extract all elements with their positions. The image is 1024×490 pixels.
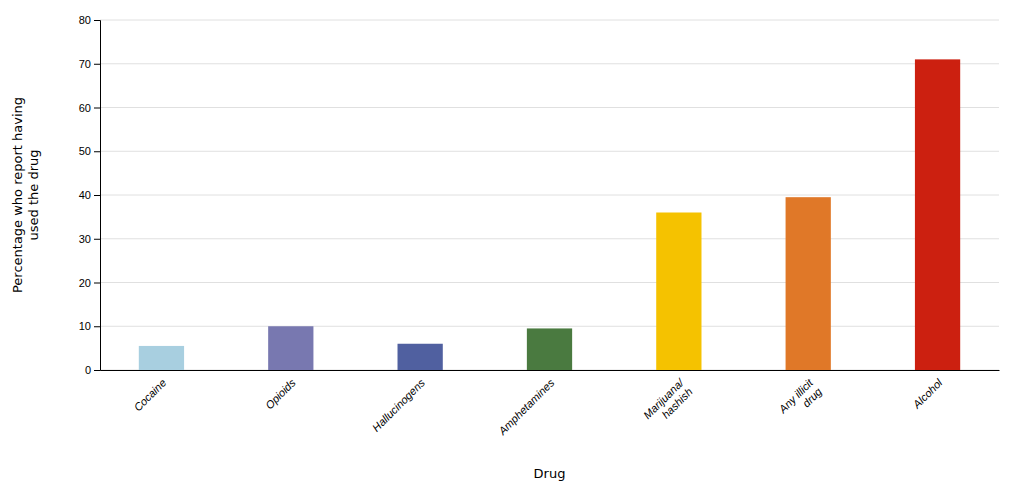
x-tick: Alcohol: [910, 376, 945, 411]
y-tick-mark: [94, 64, 100, 65]
x-tick-label-line: Opioids: [263, 376, 298, 411]
y-tick-mark: [94, 195, 100, 196]
grid-line: [100, 107, 999, 108]
bar: [656, 213, 701, 371]
y-axis-title-line: used the drug: [26, 150, 41, 241]
y-tick-mark: [94, 370, 100, 371]
x-tick-label-line: Cocaine: [131, 376, 168, 413]
x-axis-title: Drug: [534, 466, 566, 481]
plot-area: 0 10 20 30 40 50 60 70 80 Cocaine Opioids Hallucino…: [10, 14, 1000, 481]
y-tick-mark: [94, 283, 100, 284]
y-tick-label: 60: [79, 102, 91, 114]
x-tick-label-line: Hallucinogens: [370, 376, 428, 434]
x-tick-label-line: drug: [800, 385, 825, 410]
y-tick-label: 50: [79, 145, 91, 157]
x-tick-label: Opioids: [263, 376, 298, 411]
y-tick-label: 30: [79, 233, 91, 245]
y-tick: 70: [79, 58, 100, 70]
bar: [527, 328, 572, 370]
y-tick-mark: [94, 151, 100, 152]
y-axis: 0 10 20 30 40 50 60 70 80: [79, 14, 101, 376]
y-tick-mark: [94, 239, 100, 240]
grid-line: [100, 282, 999, 283]
y-tick-label: 40: [79, 189, 91, 201]
y-axis-title: Percentage who report havingused the dru…: [10, 97, 41, 293]
grid-line: [100, 238, 999, 239]
bar: [398, 344, 443, 370]
bar: [915, 59, 960, 370]
y-tick: 20: [79, 277, 100, 289]
chart-container: 0 10 20 30 40 50 60 70 80 Cocaine Opioids Hallucino…: [0, 0, 1024, 490]
y-tick: 10: [79, 320, 100, 332]
y-tick-mark: [94, 108, 100, 109]
y-tick-mark: [94, 326, 100, 327]
bar: [268, 326, 313, 370]
x-tick: Any illicitdrug: [776, 376, 825, 425]
x-tick-label: Alcohol: [910, 376, 945, 411]
x-axis: Cocaine Opioids Hallucinogens Amphetamines M…: [101, 371, 1000, 438]
y-tick-label: 10: [79, 320, 91, 332]
x-tick-label: Any illicitdrug: [776, 376, 825, 425]
bar: [786, 197, 831, 370]
x-tick-label: Amphetamines: [495, 376, 556, 437]
grid-line: [100, 151, 999, 152]
grid-line: [100, 63, 999, 64]
y-tick: 80: [79, 14, 100, 26]
grid-line: [100, 20, 999, 21]
x-tick: Opioids: [263, 376, 298, 411]
grid-line: [100, 195, 999, 196]
grid: [100, 20, 999, 370]
grid-line: [100, 326, 999, 327]
y-axis-line: [94, 21, 101, 371]
x-axis-line: [101, 370, 1000, 371]
x-tick-label: Marijuana/hashish: [641, 376, 695, 430]
y-tick-mark: [94, 20, 100, 21]
y-tick: 40: [79, 189, 100, 201]
y-tick-label: 70: [79, 58, 91, 70]
bar: [139, 346, 184, 370]
x-tick-label: Hallucinogens: [370, 376, 428, 434]
bars: [139, 59, 960, 370]
x-tick: Cocaine: [131, 376, 168, 413]
x-tick: Hallucinogens: [370, 376, 428, 434]
y-tick: 0: [85, 364, 100, 376]
x-tick-label-line: Amphetamines: [495, 376, 556, 437]
y-tick: 60: [79, 102, 100, 114]
x-tick-label-line: Alcohol: [910, 376, 945, 411]
y-tick-label: 80: [79, 14, 91, 26]
y-tick: 30: [79, 233, 100, 245]
x-tick: Amphetamines: [495, 376, 556, 437]
y-axis-title-line: Percentage who report having: [10, 97, 25, 293]
y-tick-label: 0: [85, 364, 91, 376]
x-tick-label-line: hashish: [659, 385, 694, 420]
x-tick-label: Cocaine: [131, 376, 168, 413]
x-tick: Marijuana/hashish: [641, 376, 695, 430]
chart-svg: 0 10 20 30 40 50 60 70 80 Cocaine Opioids Hallucino…: [0, 0, 1024, 490]
y-tick: 50: [79, 145, 100, 157]
y-tick-label: 20: [79, 277, 91, 289]
